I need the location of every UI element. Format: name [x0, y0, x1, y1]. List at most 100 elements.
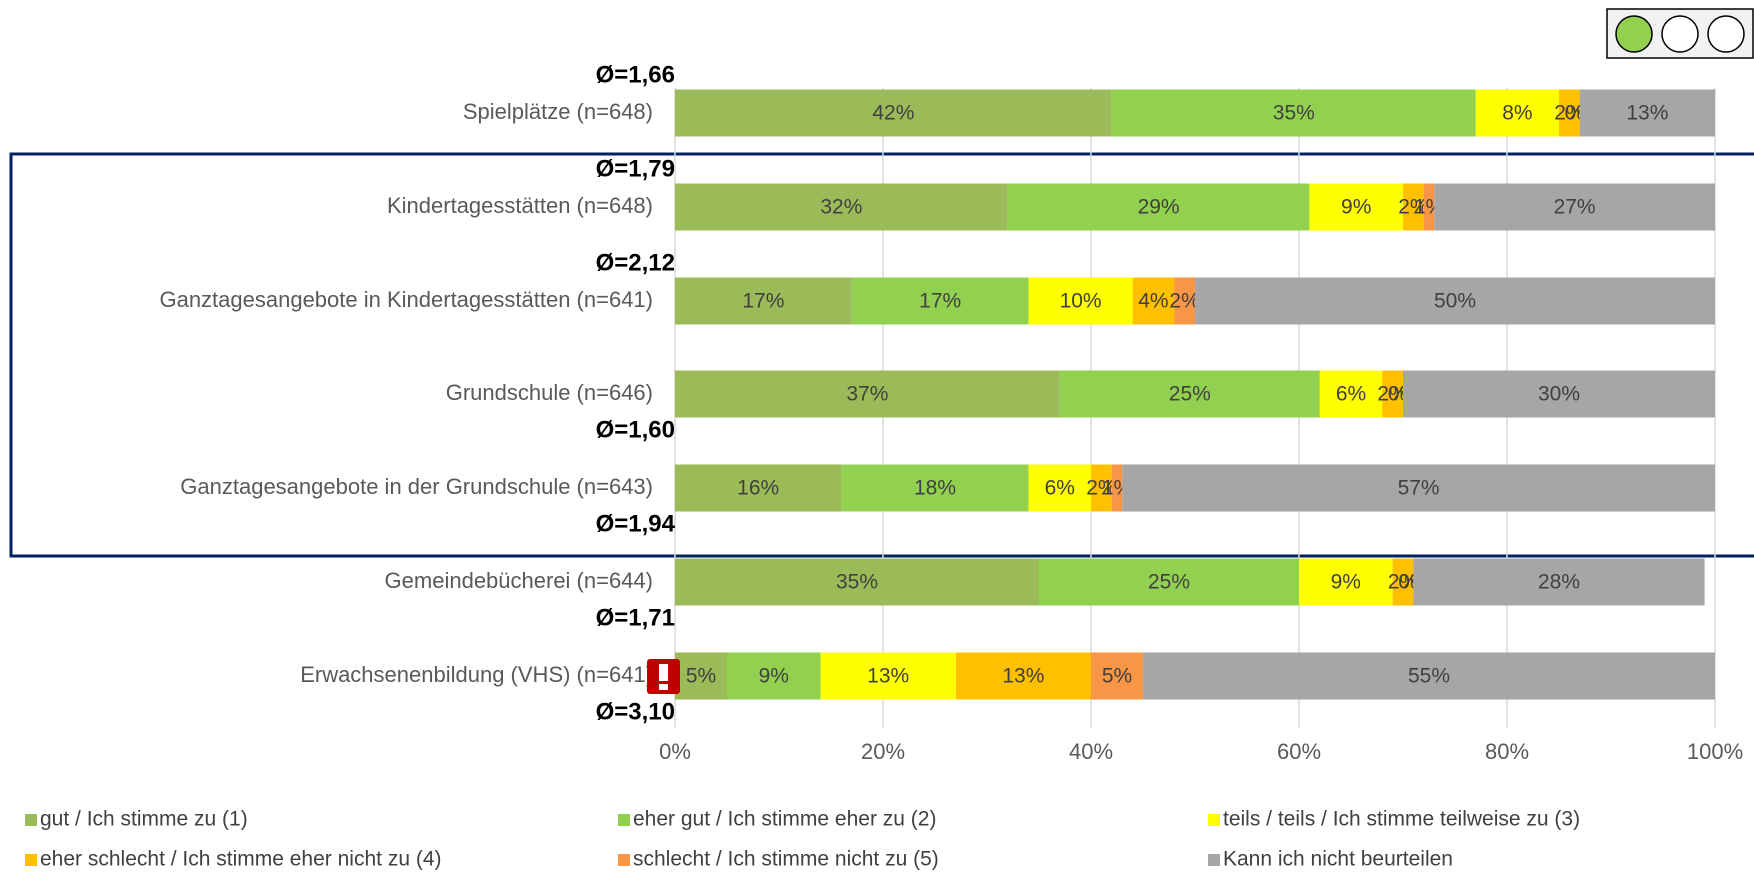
value-label: 2% [1377, 383, 1407, 406]
value-label: 13% [1002, 665, 1044, 688]
legend-swatch [1208, 814, 1220, 826]
legend-swatch [25, 854, 37, 866]
bar-segment [675, 370, 1060, 418]
average-label: Ø=1,66 [596, 61, 675, 88]
bar-segment [1091, 652, 1143, 700]
bar-segment [1059, 370, 1320, 418]
bar-segment [1028, 464, 1091, 512]
value-label: 9% [1331, 571, 1361, 594]
value-label: 13% [1626, 102, 1668, 125]
value-label: 32% [820, 196, 862, 219]
bar-segment [841, 464, 1029, 512]
value-label: 35% [1273, 102, 1315, 125]
legend-swatch [618, 854, 630, 866]
bar-segment [1309, 183, 1403, 231]
value-label: 5% [1102, 665, 1132, 688]
value-label: 2% [1398, 196, 1428, 219]
legend-swatch [1208, 854, 1220, 866]
value-label: 29% [1138, 196, 1180, 219]
bar-segment [675, 277, 852, 325]
value-label: 17% [742, 290, 784, 313]
value-label: 9% [759, 665, 789, 688]
value-label: 25% [1169, 383, 1211, 406]
value-label: 6% [1336, 383, 1366, 406]
value-label: 50% [1434, 290, 1476, 313]
legend-label: teils / teils / Ich stimme teilweise zu … [1223, 808, 1580, 831]
bar-segment [820, 652, 956, 700]
bar-segment [1039, 558, 1299, 606]
value-label: 57% [1398, 477, 1440, 500]
bar-segment [1579, 89, 1715, 137]
category-label: Grundschule (n=646) [446, 380, 653, 405]
value-label: 5% [686, 665, 716, 688]
value-label: 17% [919, 290, 961, 313]
bar-segment [675, 183, 1008, 231]
legend-swatch [25, 814, 37, 826]
value-label: 13% [867, 665, 909, 688]
legend-label: eher gut / Ich stimme eher zu (2) [633, 808, 936, 831]
bar-segment [1382, 370, 1403, 418]
value-label: 9% [1341, 196, 1371, 219]
value-label: 2% [1169, 290, 1199, 313]
bar-segment [1174, 277, 1195, 325]
bar-segment [675, 558, 1039, 606]
average-label: Ø=3,10 [596, 698, 675, 725]
category-label: Kindertagesstätten (n=648) [387, 193, 653, 218]
average-label: Ø=2,12 [596, 249, 675, 276]
category-label: Erwachsenenbildung (VHS) (n=641) [300, 662, 653, 687]
warning-icon [647, 659, 680, 694]
x-tick-label: 100% [1687, 739, 1743, 764]
value-label: 2% [1086, 477, 1116, 500]
bar-segment [1434, 183, 1715, 231]
bar-segment [1007, 183, 1310, 231]
value-label: 28% [1538, 571, 1580, 594]
warning-icon-dot [659, 684, 668, 690]
value-label: 42% [872, 102, 914, 125]
value-label: 8% [1502, 102, 1532, 125]
bar-segment [1111, 464, 1123, 512]
bar-segment [1111, 89, 1476, 137]
x-tick-label: 60% [1277, 739, 1321, 764]
legend-label: Kann ich nicht beurteilen [1223, 848, 1453, 871]
value-label: 35% [836, 571, 878, 594]
bar-segment [727, 652, 821, 700]
legend-label: eher schlecht / Ich stimme eher nicht zu… [40, 848, 442, 871]
bar-segment [1122, 464, 1715, 512]
bar-segment [1475, 89, 1559, 137]
value-label: 2% [1388, 571, 1418, 594]
x-tick-label: 0% [659, 739, 691, 764]
bar-segment [851, 277, 1029, 325]
legend-label: gut / Ich stimme zu (1) [40, 808, 248, 831]
category-label: Ganztagesangebote in Kindertagesstätten … [159, 287, 653, 312]
bar-segment [675, 652, 727, 700]
bar-segment [1143, 652, 1715, 700]
value-label: 18% [914, 477, 956, 500]
bar-segment [1091, 464, 1112, 512]
bar-segment [675, 464, 842, 512]
average-label: Ø=1,79 [596, 155, 675, 182]
bar-segment [1403, 183, 1424, 231]
value-label: 27% [1554, 196, 1596, 219]
value-label: 25% [1148, 571, 1190, 594]
value-label: 30% [1538, 383, 1580, 406]
value-label: 4% [1138, 290, 1168, 313]
bar-segment [1413, 558, 1705, 606]
category-label: Ganztagesangebote in der Grundschule (n=… [180, 474, 653, 499]
bar-segment [1423, 183, 1435, 231]
bar-segment [1559, 89, 1580, 137]
category-label: Gemeindebücherei (n=644) [385, 568, 653, 593]
bar-segment [955, 652, 1091, 700]
bar-segment [1392, 558, 1414, 606]
value-label: 55% [1408, 665, 1450, 688]
legend-label: schlecht / Ich stimme nicht zu (5) [633, 848, 939, 871]
bar-segment [1403, 370, 1715, 418]
bar-segment [675, 89, 1112, 137]
value-label: 6% [1045, 477, 1075, 500]
x-tick-label: 80% [1485, 739, 1529, 764]
bar-segment [1195, 277, 1715, 325]
bar-segment [1299, 558, 1393, 606]
value-label: 10% [1060, 290, 1102, 313]
average-label: Ø=1,71 [596, 604, 675, 631]
